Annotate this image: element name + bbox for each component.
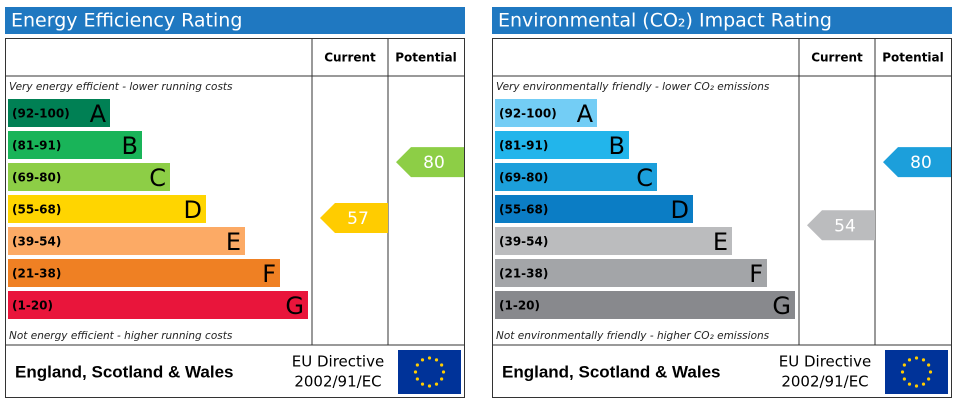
band-range: (69-80) [499,171,548,185]
band-letter: C [149,164,166,192]
band-range: (81-91) [499,139,548,153]
rating-panel: Energy Efficiency Rating Current Potential… [5,7,465,398]
rating-value: 57 [347,209,369,229]
footer-directive: EU Directive [292,353,384,371]
frame [5,38,465,398]
eu-star [902,363,906,367]
band-bar [8,227,245,255]
eu-star [907,358,912,362]
bottom-note: Not energy efficient - higher running co… [9,330,233,342]
panel-title: Energy Efficiency Rating [11,10,242,32]
band-bar [8,291,308,319]
band-bar [8,195,206,223]
eu-star [921,358,926,362]
top-note: Very environmentally friendly - lower CO… [496,81,770,93]
band-range: (21-38) [499,267,548,281]
footer-region: England, Scotland & Wales [502,362,721,381]
band-bar [8,99,110,127]
band-letter: E [713,228,728,256]
footer-region: England, Scotland & Wales [15,362,234,381]
eu-star [927,363,931,367]
eu-star [914,356,919,360]
column-header: Current [324,51,376,65]
band-letter: C [636,164,653,192]
band-range: (55-68) [12,203,61,217]
bottom-note: Not environmentally friendly - higher CO… [496,330,770,342]
band-letter: G [772,292,791,320]
rating-arrow [320,203,388,233]
band-bar [495,291,795,319]
band-range: (39-54) [499,235,548,249]
eu-star [927,377,931,381]
band-letter: B [122,132,138,160]
eu-star [440,377,444,381]
band-letter: F [749,260,763,288]
eu-star [420,358,425,362]
eu-star [415,363,419,367]
band-bar [495,163,657,191]
band-range: (92-100) [499,107,557,121]
band-range: (69-80) [12,171,61,185]
band-letter: F [262,260,276,288]
column-header: Potential [882,51,944,65]
eu-star [413,370,418,374]
rating-value: 54 [834,216,856,236]
rating-arrow [807,210,875,241]
eu-star [902,377,906,381]
band-letter: E [226,228,241,256]
rating-arrow [883,147,951,178]
title-bar [5,7,465,34]
band-range: (55-68) [499,203,548,217]
band-letter: D [671,196,689,224]
eu-star [434,358,439,362]
eu-star [427,384,432,388]
band-bar [495,99,597,127]
band-range: (1-20) [12,299,53,313]
eu-star [427,356,432,360]
eu-star [440,363,444,367]
footer-directive: EU Directive [779,353,871,371]
band-bar [495,195,693,223]
eu-star [921,382,926,386]
band-letter: G [285,292,304,320]
band-letter: D [184,196,202,224]
eu-star [914,384,919,388]
eu-star [420,382,425,386]
eu-star [434,382,439,386]
rating-value: 80 [423,153,445,173]
band-letter: A [90,100,107,128]
panel-title: Environmental (CO₂) Impact Rating [498,10,832,32]
title-bar [492,7,952,34]
band-bar [8,131,142,159]
band-letter: A [577,100,594,128]
band-range: (39-54) [12,235,61,249]
band-range: (21-38) [12,267,61,281]
eu-star [900,370,905,374]
frame [492,38,952,398]
band-range: (81-91) [12,139,61,153]
eu-star [415,377,419,381]
band-bar [8,163,170,191]
top-note: Very energy efficient - lower running co… [9,81,233,93]
band-bar [8,259,280,287]
rating-arrow [396,147,464,178]
eu-star [928,370,933,374]
eu-star [441,370,446,374]
band-bar [495,227,732,255]
band-letter: B [609,132,625,160]
column-header: Potential [395,51,457,65]
rating-value: 80 [910,153,932,173]
band-bar [495,259,767,287]
rating-panel: Environmental (CO₂) Impact Rating Current… [492,7,952,398]
footer-directive: 2002/91/EC [781,373,868,391]
band-range: (92-100) [12,107,70,121]
column-header: Current [811,51,863,65]
eu-star [907,382,912,386]
footer-directive: 2002/91/EC [294,373,381,391]
band-range: (1-20) [499,299,540,313]
band-bar [495,131,629,159]
